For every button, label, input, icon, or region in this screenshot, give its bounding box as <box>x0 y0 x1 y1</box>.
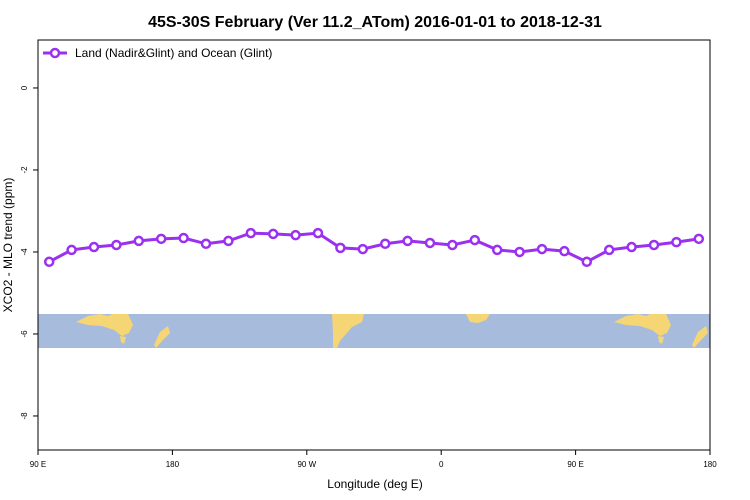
data-point <box>111 239 122 251</box>
data-point <box>66 244 77 256</box>
data-point <box>267 228 279 240</box>
data-point <box>491 244 503 256</box>
legend-marker <box>49 47 61 59</box>
y-axis-label: XCO2 - MLO trend (ppm) <box>1 178 15 313</box>
map-strip <box>38 314 710 348</box>
x-tick-label: 180 <box>166 460 180 469</box>
x-tick-label: 0 <box>439 460 444 469</box>
chart-title: 45S-30S February (Ver 11.2_ATom) 2016-01… <box>148 14 602 31</box>
data-point <box>223 235 234 247</box>
data-point <box>155 233 167 245</box>
x-axis-label: Longitude (deg E) <box>327 477 422 491</box>
data-point <box>536 243 548 255</box>
x-tick-label: 90 E <box>567 460 583 469</box>
data-point <box>447 239 458 251</box>
y-tick-label: -4 <box>20 248 29 256</box>
data-point <box>693 233 705 245</box>
y-tick-label: -2 <box>20 166 29 174</box>
data-point <box>335 242 346 254</box>
data-point <box>648 239 660 251</box>
data-point <box>603 244 615 256</box>
data-point <box>43 256 55 268</box>
data-point <box>559 245 570 257</box>
y-tick-label: -8 <box>20 412 29 420</box>
y-tick-label: -6 <box>20 330 29 338</box>
data-point <box>671 236 682 248</box>
data-point <box>290 229 301 241</box>
x-tick-label: 90 W <box>297 460 316 469</box>
x-tick-label: 90 E <box>30 460 46 469</box>
data-point <box>424 237 436 249</box>
data-point <box>312 227 324 239</box>
data-point <box>379 238 391 250</box>
data-point <box>200 238 212 250</box>
data-point <box>178 232 189 244</box>
data-point <box>402 235 413 247</box>
data-point <box>88 241 100 253</box>
data-point <box>357 243 369 255</box>
y-tick-label: 0 <box>20 85 29 90</box>
data-point <box>469 234 481 246</box>
legend-label: Land (Nadir&Glint) and Ocean (Glint) <box>75 46 272 60</box>
plot-frame <box>37 39 711 451</box>
data-point <box>626 241 637 253</box>
data-point <box>133 235 145 247</box>
data-point <box>581 256 593 268</box>
x-tick-label: 180 <box>703 460 717 469</box>
data-point <box>245 227 257 239</box>
data-point <box>514 246 525 258</box>
